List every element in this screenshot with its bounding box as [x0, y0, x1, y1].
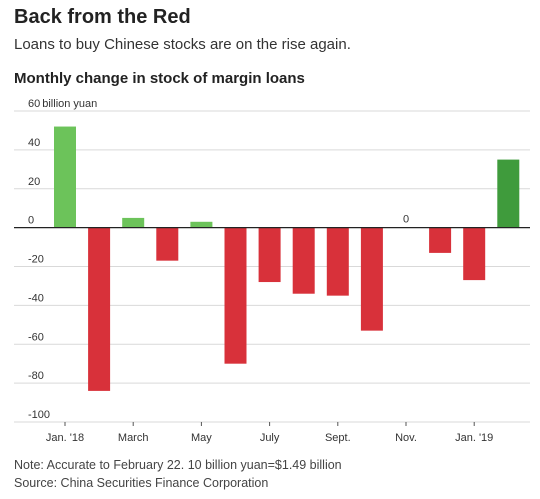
- x-tick-label: Sept.: [325, 432, 351, 444]
- y-tick-label: -40: [28, 292, 44, 304]
- x-tick-label: May: [191, 432, 212, 444]
- bar-11: [429, 227, 452, 253]
- bar-8: [326, 227, 349, 296]
- y-tick-label: -60: [28, 331, 44, 343]
- y-tick-label: -20: [28, 254, 44, 266]
- y-tick-label: 20: [28, 176, 40, 188]
- bar-5: [224, 227, 247, 364]
- data-labels: 0: [403, 214, 409, 226]
- chart-title-main: Back from the Red: [14, 6, 191, 28]
- bar-6: [258, 227, 281, 283]
- x-tick-label: Jan. '19: [455, 432, 493, 444]
- y-tick-label: 40: [28, 137, 40, 149]
- y-tick-label: 0: [28, 215, 34, 227]
- data-label: 0: [403, 214, 409, 226]
- chart-subtitle: Loans to buy Chinese stocks are on the r…: [14, 36, 351, 53]
- bar-12: [463, 227, 486, 281]
- x-tick-label: Jan. '18: [46, 432, 84, 444]
- chart-heading: Monthly change in stock of margin loans: [14, 70, 305, 87]
- bar-13: [497, 159, 520, 228]
- y-tick-label: -80: [28, 370, 44, 382]
- bar-0: [54, 126, 76, 228]
- y-tick-label: -100: [28, 409, 50, 421]
- bar-1: [88, 227, 111, 391]
- bar-7: [292, 227, 315, 294]
- y-axis-labels: 60 billion yuan 40 20 0 -20 -40 -60 -80 -100: [28, 98, 97, 421]
- y-tick-label: 60 billion yuan: [28, 98, 97, 110]
- bar-4: [190, 221, 213, 228]
- chart-note: Note: Accurate to February 22. 10 billio…: [14, 458, 342, 472]
- x-tick-label: July: [260, 432, 280, 444]
- x-tick-label: March: [118, 432, 149, 444]
- y-unit-label: billion yuan: [42, 98, 97, 110]
- bar-2: [122, 217, 145, 228]
- bar-9: [360, 227, 383, 331]
- bar-3: [156, 227, 179, 261]
- chart-source: Source: China Securities Finance Corpora…: [14, 476, 269, 490]
- x-tick-label: Nov.: [395, 432, 417, 444]
- bars: [54, 126, 520, 391]
- x-axis: Jan. '18 March May July Sept. Nov. Jan. '19: [46, 422, 493, 444]
